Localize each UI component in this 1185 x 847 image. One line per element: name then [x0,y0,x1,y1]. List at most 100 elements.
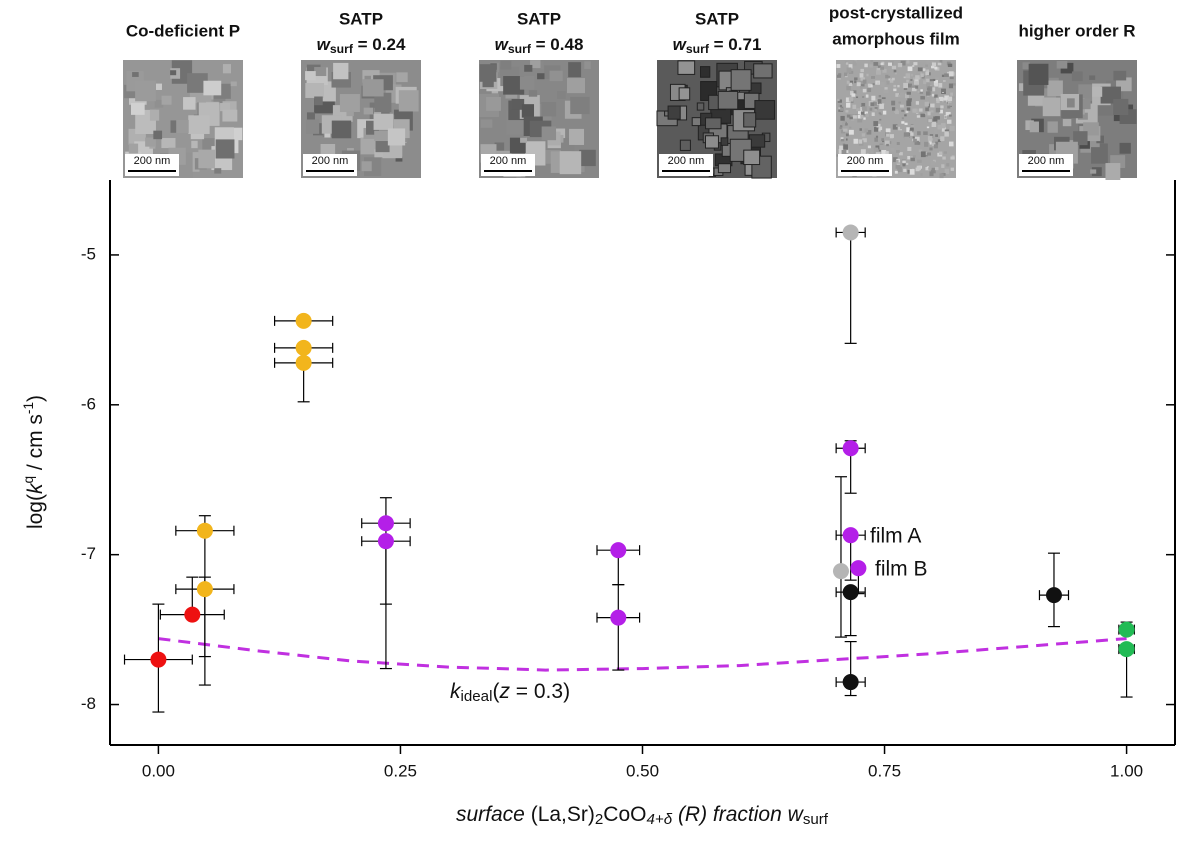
data-point [295,354,312,371]
grain [845,123,848,126]
grain [537,73,545,80]
label-part: k [450,680,462,703]
grain [894,72,897,75]
grain [1062,119,1072,127]
data-point [832,563,849,580]
grain [858,110,864,116]
grain [874,126,879,132]
grain [503,76,525,95]
grain [700,66,711,78]
grain [879,126,883,131]
grain [900,104,904,108]
grain [852,104,857,109]
grain [904,136,910,141]
panel-label: wsurf = 0.71 [673,35,762,55]
grain [893,84,897,88]
grain [895,110,899,115]
y-tick-label: -7 [81,544,96,563]
grain [930,87,936,92]
grain [920,73,924,78]
grain [915,167,920,172]
grain [864,63,868,68]
grain [374,130,389,142]
grain [846,102,851,108]
grain [929,147,933,151]
grain [305,71,316,81]
grain [753,63,773,79]
grain [917,141,921,145]
data-point [1045,587,1062,604]
scale-text: 200 nm [312,155,349,167]
grain [364,75,371,82]
grain [839,104,843,108]
grain [845,150,849,153]
grain [1119,142,1131,154]
data-point [150,651,167,668]
panel-label: Co-deficient P [126,21,240,40]
grain [931,121,937,128]
grain [840,137,844,140]
grain [949,125,955,132]
grain [839,145,843,150]
grain [923,80,927,85]
grain [879,118,882,121]
grain [860,77,865,81]
grain [926,126,930,129]
grain [905,110,909,114]
grain [901,121,905,124]
grain [145,137,156,147]
grain [845,133,849,137]
grain [846,80,850,84]
grain [843,62,848,67]
grain [187,73,208,93]
grain [853,90,857,94]
grain [875,145,880,150]
grain [679,139,691,151]
grain [927,135,933,141]
grain [917,67,923,72]
grain [873,147,879,153]
grain [203,80,222,96]
grain [873,121,879,127]
grain [541,126,557,141]
panel-label: wsurf = 0.24 [317,35,406,55]
grain [860,114,864,119]
grain [895,150,900,153]
grain [910,157,915,162]
grain [717,90,739,110]
sem-image: 200 nm [836,60,956,179]
label-part: surface [456,803,525,826]
grain [912,65,915,67]
grain [948,141,954,147]
grain [557,91,566,99]
data-point [184,606,201,623]
grain [896,163,901,167]
grain [569,128,585,145]
grain [893,69,897,73]
grain [852,115,857,119]
grain [1113,98,1129,116]
grain [374,92,392,113]
grain [925,107,929,112]
grain [846,85,851,91]
grain [743,149,761,166]
label-part: = 0.48 [531,35,583,54]
curve-label: kideal(z = 0.3) [450,680,570,705]
grain [854,77,858,81]
grain [846,67,852,73]
grain [903,132,909,138]
grain [361,161,372,172]
grain [860,83,865,87]
grain [850,114,855,119]
grain [941,126,947,132]
grain [949,75,954,80]
grain [943,118,948,122]
grain [941,74,945,77]
label-part: log( [24,494,47,529]
grain [926,91,930,96]
grain [930,110,934,113]
grain [935,116,940,120]
annotation: film B [875,558,928,581]
label-part: -1 [21,402,36,414]
grain [930,167,936,174]
